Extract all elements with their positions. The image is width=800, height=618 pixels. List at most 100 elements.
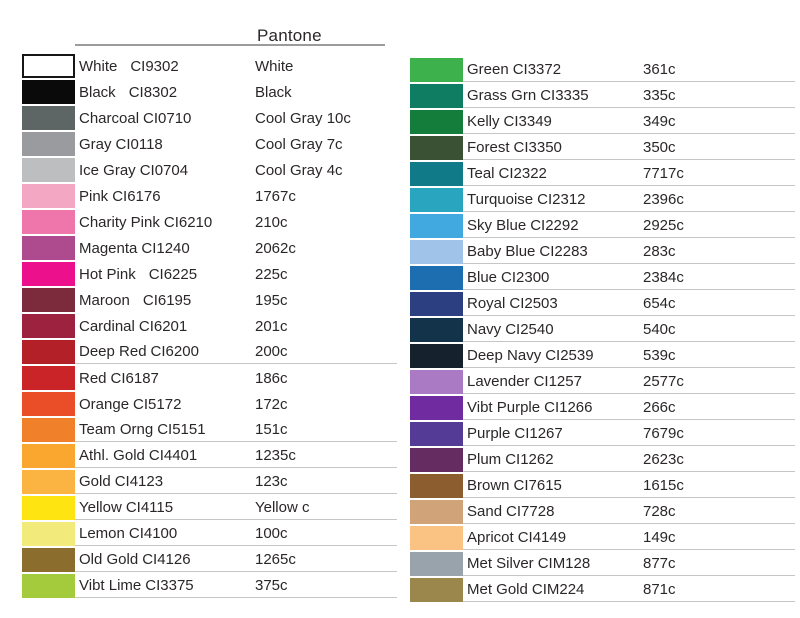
- pantone-code: White: [255, 57, 294, 75]
- color-swatch: [410, 188, 463, 212]
- color-name: Vibt Purple CI1266: [467, 399, 593, 416]
- color-swatch: [22, 522, 75, 546]
- color-code: CI1266: [544, 399, 593, 416]
- pantone-code: 349c: [643, 113, 676, 130]
- color-name: Gold CI4123: [79, 473, 164, 490]
- row-text: Baby Blue CI2283 283c: [463, 240, 795, 264]
- color-code: CI6201: [138, 317, 188, 335]
- row-text: Charcoal CI0710 Cool Gray 10c: [75, 106, 397, 130]
- row-text: Kelly CI3349 349c: [463, 110, 795, 134]
- row-text: Turquoise CI2312 2396c: [463, 188, 795, 212]
- pantone-code: 877c: [643, 555, 676, 572]
- row-text: Gray CI0118 Cool Gray 7c: [75, 132, 397, 156]
- color-name: Old Gold CI4126: [79, 551, 191, 568]
- color-row: Royal CI2503 654c: [410, 292, 795, 316]
- color-name: Navy CI2540: [467, 321, 554, 338]
- color-code: CI6195: [142, 291, 192, 309]
- row-text: Green CI3372 361c: [463, 58, 795, 82]
- color-code: CI2322: [498, 165, 547, 182]
- pantone-code: 375c: [255, 577, 288, 594]
- pantone-code: 540c: [643, 321, 676, 338]
- row-text: Grass Grn CI3335 335c: [463, 84, 795, 108]
- color-swatch: [22, 158, 75, 182]
- color-code: CI5172: [133, 395, 182, 413]
- row-text: Forest CI3350 350c: [463, 136, 795, 160]
- pantone-code: 2577c: [643, 373, 684, 390]
- color-code: CI6200: [150, 343, 199, 360]
- color-name: Cardinal CI6201: [79, 317, 188, 335]
- color-row: Navy CI2540 540c: [410, 318, 795, 342]
- pantone-code: 2396c: [643, 191, 684, 208]
- color-swatch: [410, 422, 463, 446]
- row-text: Sand CI7728 728c: [463, 500, 795, 524]
- pantone-code: 172c: [255, 395, 288, 413]
- row-text: Apricot CI4149 149c: [463, 526, 795, 550]
- color-name: Red CI6187: [79, 369, 159, 387]
- color-code: CI1267: [514, 425, 563, 442]
- row-text: Ice Gray CI0704 Cool Gray 4c: [75, 158, 397, 182]
- color-row: Cardinal CI6201 201c: [22, 314, 397, 338]
- row-text: Hot Pink CI6225 225c: [75, 262, 397, 286]
- color-row: Charity Pink CI6210 210c: [22, 210, 397, 234]
- color-name: Grass Grn CI3335: [467, 87, 589, 104]
- color-row: Blue CI2300 2384c: [410, 266, 795, 290]
- pantone-code: 7717c: [643, 165, 684, 182]
- pantone-code: 654c: [643, 295, 676, 312]
- color-swatch: [22, 106, 75, 130]
- color-name: Hot Pink CI6225: [79, 265, 198, 283]
- color-code: CI6225: [148, 265, 198, 283]
- color-code: CI3335: [540, 87, 589, 104]
- color-name: White CI9302: [79, 57, 179, 75]
- color-code: CI0710: [143, 109, 192, 127]
- pantone-code: 201c: [255, 317, 288, 335]
- row-text: Maroon CI6195 195c: [75, 288, 397, 312]
- pantone-code: 1615c: [643, 477, 684, 494]
- color-swatch: [410, 474, 463, 498]
- color-swatch: [22, 418, 75, 442]
- color-code: CI2540: [505, 321, 554, 338]
- color-row: Forest CI3350 350c: [410, 136, 795, 160]
- color-name: Kelly CI3349: [467, 113, 552, 130]
- color-name: Brown CI7615: [467, 477, 562, 494]
- color-name: Maroon CI6195: [79, 291, 192, 309]
- color-swatch: [410, 266, 463, 290]
- color-code: CIM128: [537, 555, 591, 572]
- color-name: Green CI3372: [467, 61, 562, 78]
- color-row: Athl. Gold CI4401 1235c: [22, 444, 397, 468]
- color-swatch: [410, 58, 463, 82]
- pantone-code: 361c: [643, 61, 676, 78]
- color-code: CI3349: [503, 113, 552, 130]
- color-name: Magenta CI1240: [79, 239, 190, 257]
- color-swatch: [410, 318, 463, 342]
- color-swatch: [22, 132, 75, 156]
- color-row: Orange CI5172 172c: [22, 392, 397, 416]
- pantone-code: 2062c: [255, 239, 296, 257]
- color-code: CI2292: [530, 217, 579, 234]
- row-text: Charity Pink CI6210 210c: [75, 210, 397, 234]
- row-text: Cardinal CI6201 201c: [75, 314, 397, 338]
- pantone-code: 871c: [643, 581, 676, 598]
- color-code: CI6210: [163, 213, 213, 231]
- color-swatch: [410, 500, 463, 524]
- color-swatch: [22, 288, 75, 312]
- color-swatch: [22, 184, 75, 208]
- row-text: Met Silver CIM128 877c: [463, 552, 795, 576]
- color-name: Pink CI6176: [79, 187, 161, 205]
- color-row: Met Gold CIM224 871c: [410, 578, 795, 602]
- color-name: Gray CI0118: [79, 135, 163, 153]
- color-row: Black CI8302 Black: [22, 80, 397, 104]
- color-swatch: [410, 526, 463, 550]
- color-row: Apricot CI4149 149c: [410, 526, 795, 550]
- color-row: Deep Navy CI2539 539c: [410, 344, 795, 368]
- pantone-column-header: Pantone: [257, 26, 322, 45]
- color-row: Old Gold CI4126 1265c: [22, 548, 397, 572]
- pantone-code: 225c: [255, 265, 288, 283]
- color-row: Turquoise CI2312 2396c: [410, 188, 795, 212]
- pantone-code: Cool Gray 7c: [255, 135, 343, 153]
- color-code: CI6176: [112, 187, 161, 205]
- color-code: CI0704: [139, 161, 189, 179]
- color-swatch: [22, 366, 75, 390]
- pantone-code: 350c: [643, 139, 676, 156]
- color-swatch: [410, 136, 463, 160]
- row-text: Gold CI4123 123c: [75, 470, 397, 494]
